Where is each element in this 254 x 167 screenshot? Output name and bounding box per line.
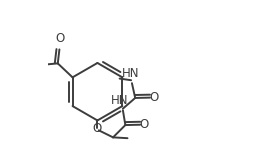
Text: O: O [93,122,102,135]
Text: O: O [149,91,159,104]
Text: HN: HN [121,67,139,79]
Text: O: O [140,118,149,131]
Text: HN: HN [111,94,129,107]
Text: O: O [55,32,64,45]
